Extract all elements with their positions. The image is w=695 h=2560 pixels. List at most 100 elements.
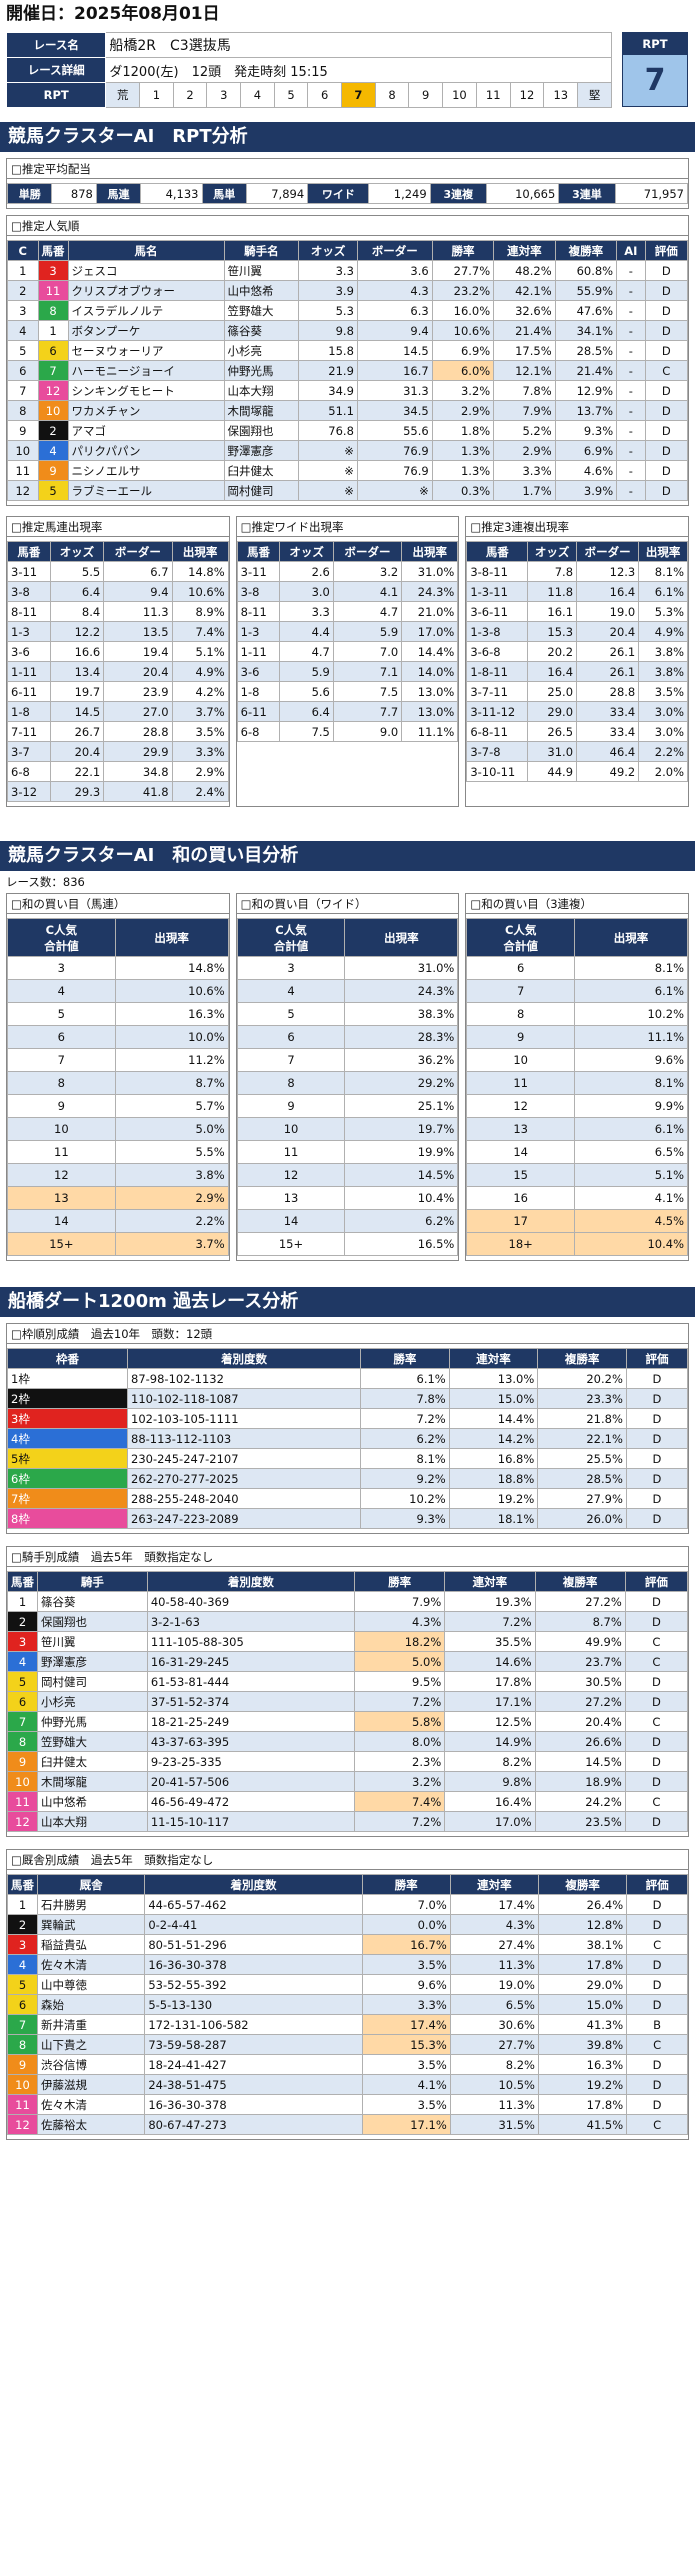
sum-cell: 2.2%: [114, 1209, 229, 1233]
waku-cell: 2枠: [7, 1388, 128, 1409]
perf-cell: C: [624, 1631, 689, 1652]
sum-col-header: C人気 合計値: [236, 918, 346, 957]
perf-cell: D: [624, 1591, 689, 1612]
combo-cell: 3-8: [7, 581, 51, 602]
payout-kind: 3連複: [429, 183, 487, 204]
pop-cell: 1.3%: [431, 440, 495, 461]
combo-cell: 1-8: [236, 681, 281, 702]
combo-cell: 13.0%: [401, 681, 459, 702]
combo-cell: 20.2: [527, 641, 578, 662]
sum-col-header-line: 合計値: [273, 938, 309, 953]
rpt-scale-cell: 荒: [105, 82, 141, 108]
perf-cell: 41.5%: [537, 2114, 628, 2135]
mini-col-header: 出現率: [638, 541, 689, 562]
sum-cell: 28.3%: [344, 1025, 459, 1049]
combo-row: 6-11 6.4 7.7 13.0%: [236, 701, 459, 722]
pop-cell: 保園翔也: [223, 420, 300, 441]
pop-row: 4 1 ボタンプーケ 篠谷葵 9.8 9.4 10.6% 21.4% 34.1% - D: [7, 320, 689, 341]
pop-cell: D: [644, 460, 689, 481]
perf-cell: 仲野光馬: [37, 1711, 148, 1732]
payout-value: 71,957: [614, 183, 688, 204]
waku-cell: 26.0%: [537, 1508, 627, 1529]
combo-cell: 11.1%: [401, 721, 459, 742]
pop-cell: D: [644, 380, 689, 401]
perf-cell: 7.2%: [353, 1811, 446, 1832]
combo-cell: 7.4%: [171, 621, 229, 642]
perf-cell: D: [626, 2094, 688, 2115]
payout-kind: 馬単: [201, 183, 247, 204]
combo-cell: 2.9%: [171, 761, 229, 782]
combo-row: 3-11 2.6 3.2 31.0%: [236, 561, 459, 582]
combo-cell: 27.0: [103, 701, 173, 722]
mini-col-header: ボーダー: [332, 541, 403, 562]
umaren-label: □推定馬連出現率: [7, 517, 229, 537]
perf-cell: 佐々木清: [36, 1954, 146, 1975]
perf-cell: D: [626, 1994, 688, 2015]
waku-cell: 13.0%: [448, 1368, 539, 1389]
combo-cell: 20.4: [49, 741, 105, 762]
sum-cell: 5.7%: [114, 1094, 229, 1118]
combo-cell: 3-12: [7, 781, 51, 802]
combo-cell: 13.0%: [401, 701, 459, 722]
perf-cell: 9-23-25-335: [146, 1751, 356, 1772]
pop-cell: 3.2%: [431, 380, 495, 401]
perf-cell: 4.1%: [361, 2074, 451, 2095]
combo-cell: 7.8: [527, 561, 578, 582]
perf-cell: 4: [7, 1954, 38, 1975]
perf-cell: 7.4%: [353, 1791, 446, 1812]
pop-cell: 8: [7, 400, 39, 421]
pop-cell: 13.7%: [554, 400, 618, 421]
combo-cell: 1-3-8: [466, 621, 529, 642]
combo-row: 3-11 5.5 6.7 14.8%: [7, 561, 229, 582]
sum-cell: 12: [7, 1163, 116, 1187]
pop-row: 11 9 ニシノエルサ 臼井健太 ※ 76.9 1.3% 3.3% 4.6% - D: [7, 460, 689, 481]
sanren-label: □推定3連複出現率: [466, 517, 689, 537]
perf-row: 12 山本大翔 11-15-10-117 7.2% 17.0% 23.5% D: [7, 1811, 689, 1832]
pop-cell: イスラデルノルテ: [67, 300, 225, 321]
perf-cell: 森始: [36, 1994, 146, 2015]
pop-cell: 21.4%: [493, 320, 556, 341]
perf-row: 7 仲野光馬 18-21-25-249 5.8% 12.5% 20.4% C: [7, 1711, 689, 1732]
sum-cell: 11.2%: [114, 1048, 229, 1072]
combo-cell: 6-11: [236, 701, 281, 722]
perf-cell: 3.5%: [361, 2094, 451, 2115]
pop-cell: 11: [37, 280, 69, 301]
payout-kind: ワイド: [307, 183, 370, 204]
pop-col-header: 複勝率: [554, 240, 618, 261]
combo-cell: 8.4: [49, 601, 105, 622]
pop-cell: 12: [7, 480, 39, 501]
sum-row: 8 10.2%: [466, 1002, 689, 1026]
sum-row: 11 5.5%: [7, 1140, 229, 1164]
pop-cell: 3.6: [356, 260, 433, 281]
combo-cell: 4.9%: [171, 661, 229, 682]
perf-cell: 山下貴之: [36, 2034, 146, 2055]
sum-cell: 8: [466, 1002, 576, 1026]
combo-row: 7-11 26.7 28.8 3.5%: [7, 721, 229, 742]
perf-row: 5 岡村健司 61-53-81-444 9.5% 17.8% 30.5% D: [7, 1671, 689, 1692]
sum-cell: 9.9%: [574, 1094, 689, 1118]
combo-row: 3-7-8 31.0 46.4 2.2%: [466, 741, 689, 762]
combo-cell: 1-8: [7, 701, 51, 722]
sum-cell: 9: [466, 1025, 576, 1049]
combo-cell: 19.0: [576, 601, 640, 622]
rpt-scale-cell: 3: [206, 82, 242, 108]
perf-cell: 3.5%: [361, 2054, 451, 2075]
combo-cell: 3-6-11: [466, 601, 529, 622]
pop-cell: 6.9%: [431, 340, 495, 361]
perf-cell: 11.3%: [449, 1954, 539, 1975]
sum-row: 7 11.2%: [7, 1048, 229, 1072]
waku-col-header: 評価: [625, 1348, 689, 1369]
sum-cell: 6.1%: [574, 979, 689, 1003]
perf-row: 1 篠谷葵 40-58-40-369 7.9% 19.3% 27.2% D: [7, 1591, 689, 1612]
payout-value: 878: [51, 183, 97, 204]
combo-cell: 3-7: [7, 741, 51, 762]
combo-cell: 23.9: [103, 681, 173, 702]
pop-cell: D: [644, 400, 689, 421]
perf-row: 3 笹川翼 111-105-88-305 18.2% 35.5% 49.9% C: [7, 1631, 689, 1652]
combo-cell: 3.0%: [638, 701, 689, 722]
perf-cell: 11: [7, 1791, 38, 1812]
sum-cell: 15: [466, 1163, 576, 1187]
perf-row: 1 石井勝男 44-65-57-462 7.0% 17.4% 26.4% D: [7, 1894, 688, 1915]
pop-cell: 47.6%: [554, 300, 618, 321]
perf-cell: 2: [7, 1611, 38, 1632]
